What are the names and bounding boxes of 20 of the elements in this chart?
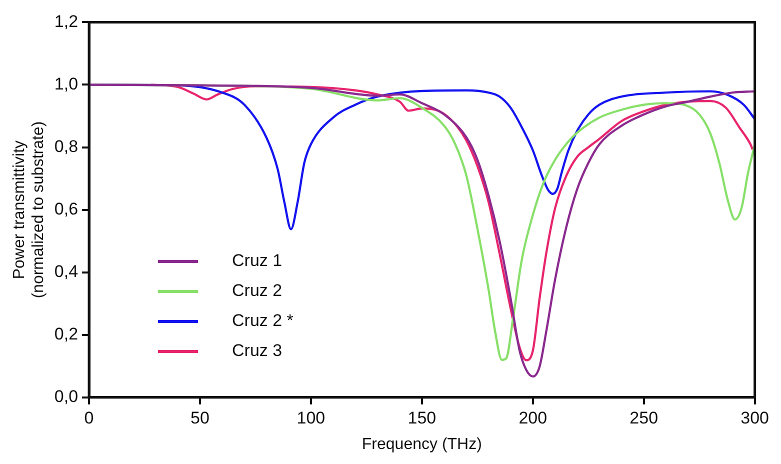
x-tick-label: 0	[84, 408, 94, 428]
legend-label: Cruz 3	[232, 341, 282, 361]
y-tick-label: 1,0	[54, 74, 78, 94]
y-tick-label: 0,2	[54, 324, 78, 344]
y-tick-label: 0,0	[54, 387, 78, 406]
x-tick-label: 300	[740, 408, 770, 428]
x-tick-label: 250	[630, 408, 658, 428]
legend-label: Cruz 1	[232, 251, 282, 271]
x-tick-label: 50	[190, 408, 210, 428]
legend-label: Cruz 2 *	[232, 311, 294, 331]
y-axis-title: Power transmittivity (normalized to substrate)	[11, 121, 48, 298]
y-tick-label: 0,8	[54, 136, 78, 156]
x-axis-title: Frequency (THz)	[362, 436, 482, 453]
y-tick-label: 0,6	[54, 199, 78, 218]
y-tick-label: 0,4	[54, 262, 78, 282]
x-tick-label: 150	[408, 408, 436, 428]
y-tick-label: 1,2	[54, 12, 78, 31]
legend-label: Cruz 2	[232, 281, 282, 301]
x-tick-label: 100	[296, 408, 326, 428]
x-tick-label: 200	[518, 408, 548, 428]
